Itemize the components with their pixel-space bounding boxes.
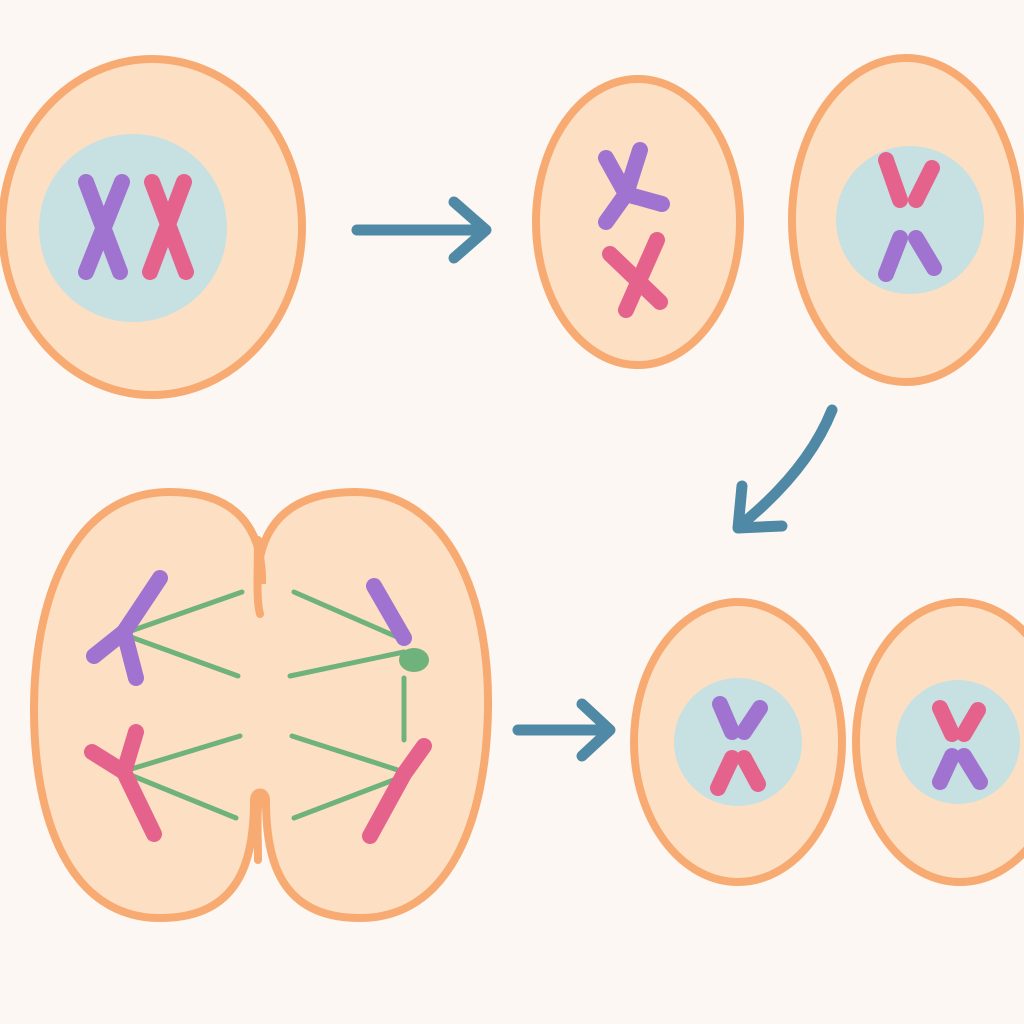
arrow-right-icon [512,698,616,762]
chromosome-pink [878,152,940,208]
metaphase-cell [788,54,1024,386]
chromosome-pink [932,700,986,742]
chromosome-purple [366,578,412,646]
prophase-cell-membrane [532,75,744,369]
metaphase-cell-nucleus [836,146,984,294]
arrow-curved-down-left-icon [732,404,838,534]
parent-cell [0,55,306,399]
parent-cell-nucleus [39,134,227,322]
spindle-fibers [125,589,407,821]
chromosome-purple [86,570,168,686]
chromosome-pink [710,750,766,796]
chromosome-purple [878,230,942,282]
chromosome-pink [142,174,194,280]
cleavage-furrow-top [253,536,264,618]
daughter-cell-right [852,598,1024,886]
chromosome-pink [84,724,162,842]
centrosome [399,648,429,672]
cleavage-furrow-bottom [253,792,264,864]
chromosome-pink [362,738,432,844]
chromosome-purple [598,142,670,230]
arrow-right-icon [351,196,492,264]
daughter-cell-left [630,598,846,886]
chromosome-purple [78,174,130,280]
prophase-cell [532,75,744,369]
chromosome-purple [932,748,988,790]
daughter-cell-left-nucleus [674,678,802,806]
chromosome-pink [602,232,668,318]
chromosome-purple [712,696,768,740]
daughter-cell-right-nucleus [896,680,1020,804]
anaphase-dividing-cell [29,487,493,923]
